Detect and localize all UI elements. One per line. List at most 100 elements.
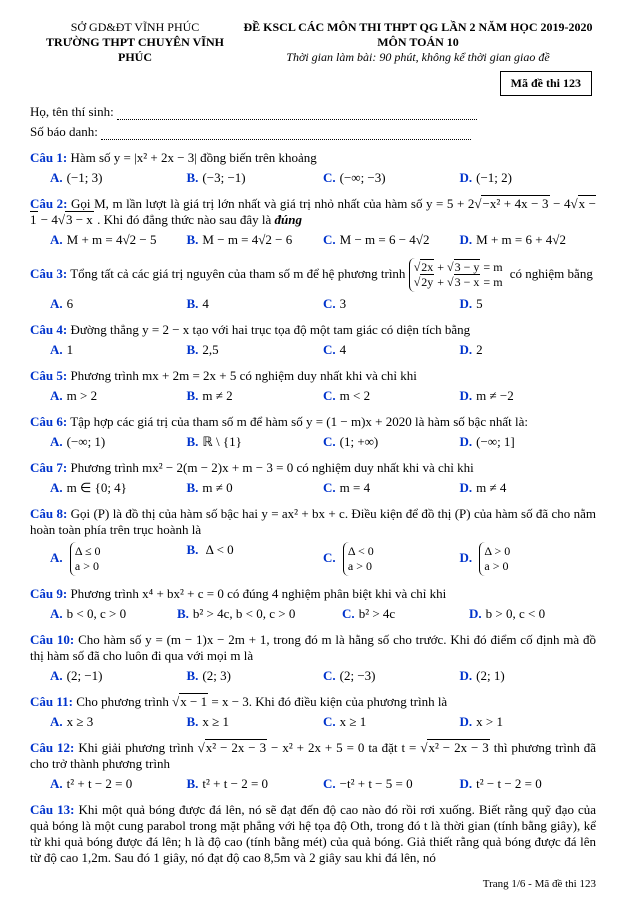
q9-text: Phương trình x⁴ + bx² + c = 0 có đúng 4 … [70,586,446,601]
q1-text: Hàm số y = |x² + 2x − 3| đồng biến trên … [70,150,316,165]
q4-text: Đường thẳng y = 2 − x tạo với hai trục t… [70,322,470,337]
question-4: Câu 4: Đường thẳng y = 2 − x tạo với hai… [30,322,596,338]
q1-c: (−∞; −3) [340,170,386,185]
q7-text: Phương trình mx² − 2(m − 2)x + m − 3 = 0… [70,460,473,475]
q6-text: Tập hợp các giá trị của tham số m để hàm… [70,414,528,429]
q12-options: A.t² + t − 2 = 0 B.t² + t − 2 = 0 C.−t² … [50,776,596,792]
q11-d: x > 1 [476,714,503,729]
q11-text-pre: Cho phương trình [76,694,172,709]
q2-b: M − m = 4√2 − 6 [202,232,292,247]
page-footer: Trang 1/6 - Mã đề thi 123 [30,878,596,890]
q5-c: m < 2 [340,388,370,403]
q12-b: t² + t − 2 = 0 [202,776,268,791]
q9-label: Câu 9: [30,586,67,601]
q9-options: A.b < 0, c > 0 B.b² > 4c, b < 0, c > 0 C… [50,606,596,622]
q3-system: √2x + √3 − y = m √2y + √3 − x = m [409,258,507,292]
q7-a: m ∈ {0; 4} [67,480,127,495]
q3-text-b: có nghiệm bằng [510,266,593,281]
q4-options: A.1 B.2,5 C.4 D.2 [50,342,596,358]
q11-text-post: = x − 3. Khi đó điều kiện của phương trì… [211,694,447,709]
q3-d: 5 [476,296,483,311]
q12-text-mid: − x² + 2x + 5 = 0 ta đặt t = [271,740,420,755]
q12-a: t² + t − 2 = 0 [67,776,133,791]
question-1: Câu 1: Hàm số y = |x² + 2x − 3| đồng biế… [30,150,596,166]
q8-label: Câu 8: [30,506,67,521]
q4-d: 2 [476,342,483,357]
q7-label: Câu 7: [30,460,67,475]
q5-options: A.m > 2 B.m ≠ 2 C.m < 2 D.m ≠ −2 [50,388,596,404]
question-10: Câu 10: Cho hàm số y = (m − 1)x − 2m + 1… [30,632,596,664]
exam-title-2: MÔN TOÁN 10 [240,35,596,50]
id-label: Số báo danh: [30,124,98,139]
q7-d: m ≠ 4 [476,480,506,495]
q12-label: Câu 12: [30,740,74,755]
q3-options: A.6 B.4 C.3 D.5 [50,296,596,312]
q7-options: A.m ∈ {0; 4} B.m ≠ 0 C.m = 4 D.m ≠ 4 [50,480,596,496]
q12-d: t² − t − 2 = 0 [476,776,542,791]
q4-label: Câu 4: [30,322,67,337]
question-13: Câu 13: Khi một quả bóng được đá lên, nó… [30,802,596,866]
q12-text-pre: Khi giải phương trình [78,740,197,755]
q10-b: (2; 3) [202,668,231,683]
q4-b: 2,5 [202,342,218,357]
dept: SỞ GD&ĐT VĨNH PHÚC [30,20,240,35]
exam-time: Thời gian làm bài: 90 phút, không kể thờ… [240,50,596,65]
question-3: Câu 3: Tổng tất cả các giá trị nguyên củ… [30,258,596,292]
question-7: Câu 7: Phương trình mx² − 2(m − 2)x + m … [30,460,596,476]
page-header: SỞ GD&ĐT VĨNH PHÚC TRƯỜNG THPT CHUYÊN VĨ… [30,20,596,96]
q9-d: b > 0, c < 0 [486,606,545,621]
q3-c: 3 [340,296,347,311]
q4-a: 1 [67,342,74,357]
exam-title-1: ĐỀ KSCL CÁC MÔN THI THPT QG LẦN 2 NĂM HỌ… [240,20,596,35]
q10-options: A.(2; −1) B.(2; 3) C.(2; −3) D.(2; 1) [50,668,596,684]
q4-c: 4 [340,342,347,357]
q3-b: 4 [202,296,209,311]
q3-label: Câu 3: [30,266,67,281]
q5-a: m > 2 [67,388,97,403]
name-field [117,119,477,120]
q13-label: Câu 13: [30,802,74,817]
q13-text: Khi một quả bóng được đá lên, nó sẽ đạt … [30,802,596,865]
q6-options: A.(−∞; 1) B.ℝ \ {1} C.(1; +∞) D.(−∞; 1] [50,434,596,450]
q5-text: Phương trình mx + 2m = 2x + 5 có nghiệm … [70,368,416,383]
q3-a: 6 [67,296,74,311]
q5-b: m ≠ 2 [202,388,232,403]
q2-text-c: đúng [275,212,302,227]
q6-c: (1; +∞) [340,434,379,449]
q6-d: (−∞; 1] [476,434,515,449]
q1-d: (−1; 2) [476,170,512,185]
name-label: Họ, tên thí sinh: [30,104,114,119]
q1-a: (−1; 3) [67,170,103,185]
q5-label: Câu 5: [30,368,67,383]
q6-b: ℝ \ {1} [202,434,241,449]
q10-a: (2; −1) [67,668,103,683]
question-9: Câu 9: Phương trình x⁴ + bx² + c = 0 có … [30,586,596,602]
q2-text-b: . Khi đó đẳng thức nào sau đây là [97,212,274,227]
q8-text: Gọi (P) là đồ thị của hàm số bậc hai y =… [30,506,596,537]
q9-a: b < 0, c > 0 [67,606,126,621]
q11-a: x ≥ 3 [67,714,94,729]
q6-label: Câu 6: [30,414,67,429]
q2-label: Câu 2: [30,196,68,211]
q7-b: m ≠ 0 [202,480,232,495]
id-field [101,139,471,140]
header-left: SỞ GD&ĐT VĨNH PHÚC TRƯỜNG THPT CHUYÊN VĨ… [30,20,240,96]
question-5: Câu 5: Phương trình mx + 2m = 2x + 5 có … [30,368,596,384]
q1-options: A.(−1; 3) B.(−3; −1) C.(−∞; −3) D.(−1; 2… [50,170,596,186]
q12-c: −t² + t − 5 = 0 [340,776,413,791]
q2-text-a: Gọi M, m lần lượt là giá trị lớn nhất và… [71,196,426,211]
q6-a: (−∞; 1) [67,434,106,449]
q8-options: A. Δ ≤ 0a > 0 B. Δ < 0 C. Δ < 0a > 0 D. … [50,542,596,576]
q1-label: Câu 1: [30,150,67,165]
q2-a: M + m = 4√2 − 5 [67,232,157,247]
q11-b: x ≥ 1 [202,714,229,729]
header-right: ĐỀ KSCL CÁC MÔN THI THPT QG LẦN 2 NĂM HỌ… [240,20,596,96]
question-8: Câu 8: Gọi (P) là đồ thị của hàm số bậc … [30,506,596,538]
q2-options: A.M + m = 4√2 − 5 B.M − m = 4√2 − 6 C.M … [50,232,596,248]
q10-d: (2; 1) [476,668,505,683]
q7-c: m = 4 [340,480,370,495]
q10-text: Cho hàm số y = (m − 1)x − 2m + 1, trong … [30,632,596,663]
question-2: Câu 2: Gọi M, m lần lượt là giá trị lớn … [30,196,596,228]
question-6: Câu 6: Tập hợp các giá trị của tham số m… [30,414,596,430]
q9-c: b² > 4c [359,606,396,621]
